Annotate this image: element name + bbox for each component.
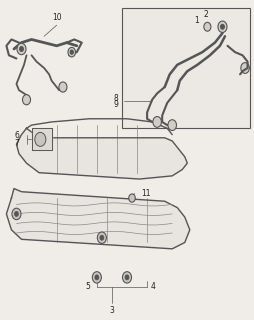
Text: 1: 1 <box>194 16 198 25</box>
Circle shape <box>129 194 135 202</box>
Circle shape <box>168 120 177 131</box>
Text: 5: 5 <box>86 282 91 292</box>
Text: 7: 7 <box>14 139 19 148</box>
Circle shape <box>153 116 162 127</box>
Text: 6: 6 <box>14 131 19 140</box>
Circle shape <box>95 275 99 280</box>
Circle shape <box>92 272 101 283</box>
Circle shape <box>17 43 26 55</box>
Circle shape <box>14 212 19 216</box>
Circle shape <box>122 272 132 283</box>
Circle shape <box>35 132 46 146</box>
Polygon shape <box>31 128 52 150</box>
Circle shape <box>218 21 227 32</box>
Circle shape <box>100 235 104 240</box>
Bar <box>122 8 250 128</box>
Circle shape <box>59 82 67 92</box>
Circle shape <box>70 50 73 54</box>
Text: 11: 11 <box>141 189 150 198</box>
Circle shape <box>20 46 24 52</box>
Text: 9: 9 <box>113 100 118 109</box>
Polygon shape <box>6 188 190 249</box>
Text: 2: 2 <box>204 10 209 19</box>
Text: 4: 4 <box>151 282 156 292</box>
Circle shape <box>12 208 21 220</box>
Circle shape <box>241 63 249 73</box>
Circle shape <box>97 232 106 244</box>
Circle shape <box>204 22 211 31</box>
Text: 8: 8 <box>114 94 118 103</box>
Circle shape <box>68 47 75 57</box>
Text: 10: 10 <box>52 13 61 22</box>
Text: 3: 3 <box>109 306 114 315</box>
Polygon shape <box>17 128 187 179</box>
Circle shape <box>23 95 30 105</box>
Circle shape <box>125 275 129 280</box>
Circle shape <box>220 24 225 29</box>
